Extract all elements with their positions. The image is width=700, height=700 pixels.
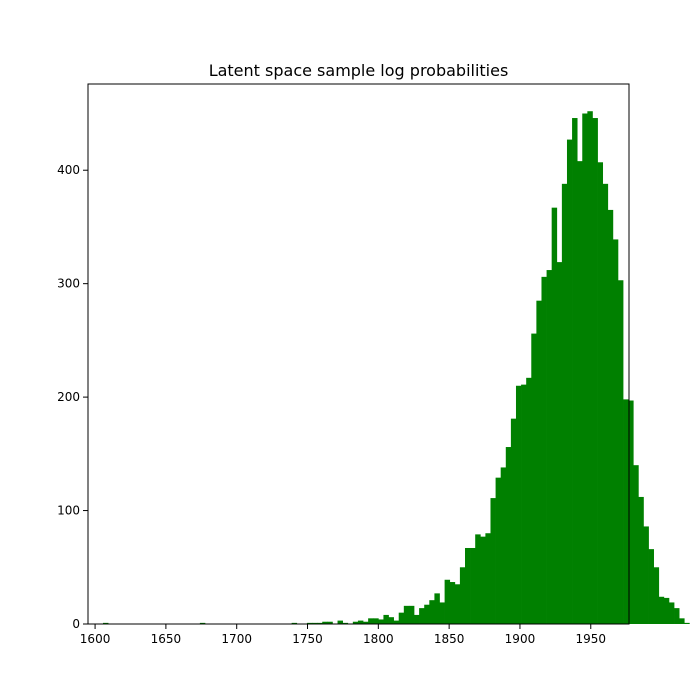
x-axis: 1600 1650 1700 1750 1800 1850 1900 1950 <box>80 624 606 646</box>
histogram-bar <box>526 377 532 624</box>
histogram-bar <box>368 618 374 624</box>
histogram-bar <box>653 567 660 624</box>
x-tick-label: 1650 <box>151 632 182 646</box>
histogram-bar <box>306 622 313 624</box>
histogram-bar <box>388 617 394 624</box>
x-tick-label: 1800 <box>363 632 394 646</box>
histogram-bar <box>577 161 583 624</box>
histogram-bar <box>454 584 461 624</box>
y-tick-label: 200 <box>57 390 80 404</box>
y-tick-label: 300 <box>57 277 80 291</box>
chart-title: Latent space sample log probabilities <box>209 61 509 80</box>
histogram-bar <box>566 139 573 624</box>
histogram-bar <box>434 593 440 624</box>
bars-group <box>103 111 690 625</box>
histogram-bar <box>663 597 670 624</box>
histogram-bar <box>459 567 466 624</box>
histogram-bar <box>337 620 343 624</box>
histogram-bar <box>505 447 512 624</box>
histogram-bar <box>546 270 553 624</box>
histogram-bar <box>531 333 537 624</box>
histogram-bar <box>633 465 639 624</box>
histogram-bar <box>679 618 685 624</box>
histogram-bar <box>485 533 491 624</box>
x-tick-label: 1950 <box>575 632 606 646</box>
histogram-bar <box>291 622 298 624</box>
histogram-bar <box>419 608 425 624</box>
histogram-bar <box>475 534 481 624</box>
histogram-bar <box>373 618 379 624</box>
histogram-bar <box>551 207 558 624</box>
histogram-bar <box>383 614 389 624</box>
histogram-bar <box>541 276 547 624</box>
y-tick-label: 0 <box>72 617 80 631</box>
histogram-bar <box>572 118 578 624</box>
histogram-bar <box>449 582 456 624</box>
histogram-bar <box>628 400 634 624</box>
histogram-bar <box>582 113 588 624</box>
histogram-bar <box>342 622 349 624</box>
histogram-bar <box>521 384 527 624</box>
histogram-bar <box>444 579 451 624</box>
y-axis: 0 100 200 300 400 <box>57 163 88 631</box>
histogram-bar <box>617 280 624 624</box>
x-tick-label: 1900 <box>505 632 536 646</box>
histogram-bar <box>480 536 486 624</box>
histogram-bar <box>602 183 609 624</box>
histogram-bar <box>556 262 563 624</box>
histogram-bar <box>515 385 522 624</box>
histogram-bar <box>357 620 364 624</box>
histogram-bar <box>592 118 598 624</box>
y-tick-label: 400 <box>57 163 80 177</box>
histogram-bar <box>623 399 629 624</box>
histogram-bar <box>312 622 318 624</box>
histogram-bar <box>465 547 471 624</box>
histogram-bar <box>439 602 445 624</box>
histogram-bar <box>408 605 415 624</box>
histogram-bar <box>536 300 542 624</box>
histogram-bar <box>199 622 206 624</box>
histogram-bar <box>643 526 649 624</box>
histogram-bar <box>378 619 384 624</box>
histogram-bar <box>612 239 619 625</box>
y-tick-label: 100 <box>57 504 80 518</box>
histogram-bar <box>363 621 369 624</box>
histogram-bar <box>103 622 109 624</box>
histogram-bar <box>597 162 604 624</box>
histogram-bar <box>607 209 614 625</box>
histogram-bar <box>398 612 405 624</box>
histogram-bar <box>424 604 430 624</box>
histogram-bar <box>470 547 476 624</box>
histogram-bar <box>429 600 435 624</box>
histogram-bar <box>327 621 333 624</box>
histogram-bar <box>587 111 593 625</box>
histogram-bar <box>414 614 420 624</box>
histogram-bar <box>495 477 502 624</box>
histogram-bar <box>317 622 323 624</box>
histogram-bar <box>510 418 517 624</box>
histogram-bar <box>561 183 568 624</box>
x-tick-label: 1600 <box>80 632 111 646</box>
plot-frame <box>87 83 630 625</box>
x-tick-label: 1750 <box>292 632 323 646</box>
histogram-bar <box>638 496 644 624</box>
histogram-bar <box>674 608 680 624</box>
histogram-bar <box>658 596 665 624</box>
histogram-bar <box>668 602 675 624</box>
histogram-bar <box>500 467 507 624</box>
histogram-bar <box>648 549 654 624</box>
histogram-bar <box>322 621 328 624</box>
histogram-bar <box>684 622 690 624</box>
histogram-bar <box>490 498 496 624</box>
x-tick-label: 1850 <box>434 632 465 646</box>
histogram-bar <box>352 621 359 624</box>
histogram-bar <box>393 620 400 624</box>
histogram-bar <box>403 605 410 624</box>
x-tick-label: 1700 <box>221 632 252 646</box>
